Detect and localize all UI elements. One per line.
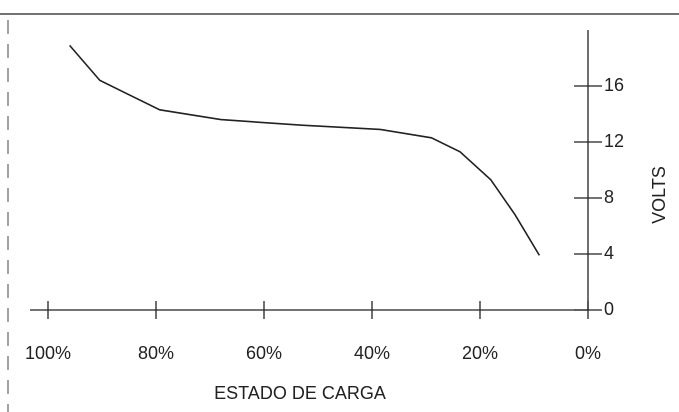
x-tick-label: 0%	[575, 343, 601, 363]
y-axis-title: VOLTS	[649, 166, 669, 224]
x-axis-title: ESTADO DE CARGA	[214, 383, 386, 403]
x-tick-label: 80%	[138, 343, 174, 363]
x-tick-label: 100%	[25, 343, 71, 363]
y-tick-label: 0	[604, 299, 614, 319]
y-tick-label: 8	[604, 187, 614, 207]
x-tick-label: 40%	[354, 343, 390, 363]
y-tick-label: 12	[604, 131, 624, 151]
x-tick-label: 20%	[462, 343, 498, 363]
x-tick-label: 60%	[246, 343, 282, 363]
y-tick-label: 16	[604, 75, 624, 95]
data-line	[68, 44, 541, 256]
y-tick-label: 4	[604, 243, 614, 263]
